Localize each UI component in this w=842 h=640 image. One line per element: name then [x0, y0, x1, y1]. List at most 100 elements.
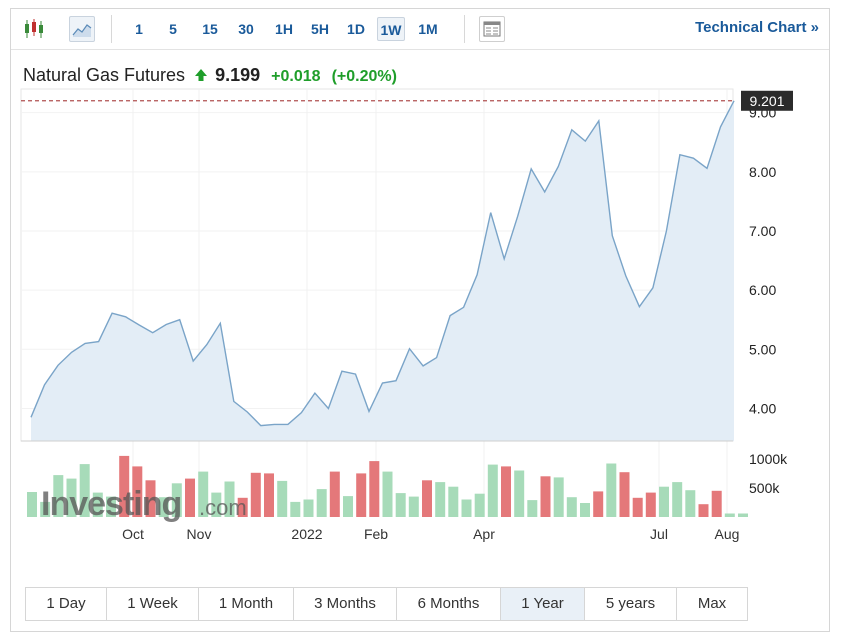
last-price: 9.199: [215, 65, 261, 85]
volume-bar: [606, 463, 617, 517]
volume-bar: [527, 500, 538, 517]
volume-bar: [132, 466, 143, 517]
volume-bar: [171, 483, 182, 517]
volume-bar: [290, 501, 301, 517]
y-tick-label: 4.00: [749, 400, 776, 416]
y-tick-label: 7.00: [749, 223, 776, 239]
range-button[interactable]: Max: [697, 595, 727, 612]
volume-bar: [158, 497, 169, 517]
volume-bar: [422, 480, 432, 517]
chart-toolbar: 1 5 15 30 1H 5H 1D 1W 1M Technical Chart »: [11, 9, 829, 50]
volume-tick-label: 500k: [749, 480, 780, 496]
toolbar-divider: [464, 15, 465, 43]
volume-bar: [343, 496, 353, 517]
volume-bar: [198, 471, 209, 517]
volume-bar: [53, 475, 64, 517]
last-price-tag: [741, 90, 793, 111]
price-area-fill: [31, 100, 734, 442]
volume-bar: [553, 477, 564, 517]
volume-bar: [224, 481, 235, 517]
volume-tick-label: 1000k: [749, 451, 788, 467]
volume-bar: [435, 482, 446, 517]
timeframe-button[interactable]: 5: [169, 21, 177, 37]
volume-bar: [619, 472, 630, 517]
volume-bar: [145, 480, 156, 517]
y-tick-label: 8.00: [749, 164, 776, 180]
range-button[interactable]: 1 Year: [501, 588, 585, 620]
volume-bar: [501, 466, 511, 517]
technical-chart-link[interactable]: Technical Chart »: [695, 19, 819, 36]
volume-bar: [92, 492, 103, 517]
volume-bar: [580, 503, 590, 517]
volume-bar: [685, 490, 696, 517]
volume-bar: [40, 501, 51, 517]
range-button[interactable]: 1 Week: [107, 588, 199, 620]
y-tick-label: 5.00: [749, 341, 776, 357]
timeframe-button[interactable]: 1M: [418, 21, 438, 37]
range-button[interactable]: 1 Day: [26, 588, 107, 620]
volume-bar: [659, 486, 669, 517]
timeframe-button[interactable]: 1H: [275, 21, 293, 37]
volume-bar: [250, 472, 261, 517]
x-tick-label: Oct: [122, 526, 144, 542]
timeframe-button[interactable]: 15: [202, 21, 218, 37]
table-view-icon[interactable]: [479, 16, 505, 42]
volume-bar: [593, 491, 604, 517]
candlestick-chart-icon[interactable]: [21, 16, 47, 42]
volume-bar: [119, 455, 130, 517]
volume-bar: [356, 473, 367, 517]
toolbar-divider: [111, 15, 112, 43]
range-button[interactable]: 1 Month: [199, 588, 294, 620]
x-tick-label: Feb: [364, 526, 388, 542]
up-arrow-icon: [194, 66, 208, 81]
range-selector: 1 Day 1 Week 1 Month 3 Months 6 Months 1 Year…: [25, 587, 748, 621]
x-tick-label: Nov: [187, 526, 212, 542]
volume-bar: [738, 513, 748, 517]
volume-bar: [303, 499, 314, 517]
timeframe-button[interactable]: 5H: [311, 21, 329, 37]
volume-bar: [382, 471, 393, 517]
timeframe-button[interactable]: 1: [135, 21, 143, 37]
quote-header: Natural Gas Futures 9.199 +0.018 (+0.20%…: [23, 65, 397, 86]
volume-bar: [487, 464, 498, 517]
area-chart-icon[interactable]: [69, 16, 95, 42]
range-button[interactable]: 5 years: [585, 588, 677, 620]
volume-bar: [724, 513, 735, 517]
x-tick-label: Jul: [650, 526, 668, 542]
volume-bar: [79, 464, 90, 517]
volume-bar: [698, 504, 709, 517]
timeframe-button[interactable]: 1W: [377, 17, 405, 41]
y-tick-label: 6.00: [749, 282, 776, 298]
range-button[interactable]: 3 Months: [294, 588, 397, 620]
price-change-percent: (+0.20%): [331, 68, 397, 85]
volume-bar: [632, 497, 643, 517]
volume-bar: [474, 493, 485, 517]
x-tick-label: 2022: [291, 526, 322, 542]
volume-bar: [264, 473, 274, 517]
price-change: +0.018: [271, 68, 321, 85]
volume-bar: [566, 497, 577, 517]
volume-bar: [448, 486, 459, 517]
timeframe-button[interactable]: 30: [238, 21, 254, 37]
last-price-tag-label: 9.201: [749, 93, 784, 109]
timeframe-button[interactable]: 1D: [347, 21, 365, 37]
volume-bar: [185, 478, 195, 517]
price-line: [30, 100, 735, 427]
volume-bar: [408, 496, 419, 517]
volume-bar: [711, 490, 722, 517]
volume-bar: [540, 476, 551, 517]
volume-bar: [672, 482, 683, 517]
instrument-name: Natural Gas Futures: [23, 65, 186, 85]
volume-bar: [211, 492, 222, 517]
volume-bar: [316, 489, 327, 517]
x-tick-label: Apr: [473, 526, 495, 542]
investing-watermark: Investing: [41, 485, 181, 523]
volume-bar: [27, 492, 37, 517]
x-tick-label: Aug: [715, 526, 740, 542]
range-button[interactable]: 6 Months: [397, 588, 501, 620]
volume-bar: [106, 496, 116, 517]
investing-watermark-suffix: .com: [199, 495, 247, 520]
volume-bar: [329, 471, 340, 517]
volume-bar: [395, 493, 406, 517]
volume-bar: [514, 470, 525, 517]
